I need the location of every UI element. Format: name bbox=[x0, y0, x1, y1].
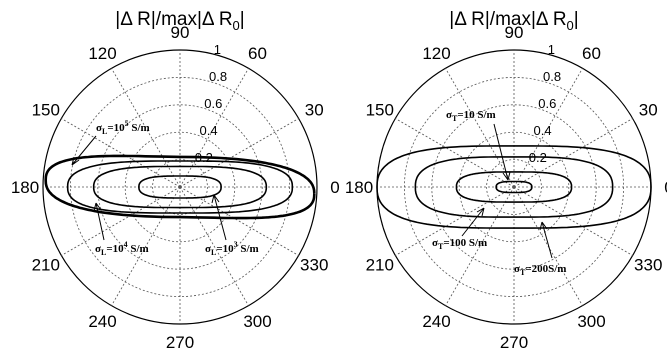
angle-label: 120 bbox=[88, 44, 116, 63]
grid-spoke bbox=[111, 68, 181, 188]
grid-spoke bbox=[513, 68, 583, 188]
grid-spoke bbox=[445, 186, 515, 306]
radial-tick-label: 1 bbox=[214, 42, 221, 57]
angle-label: 0 bbox=[330, 178, 339, 197]
angle-label: 60 bbox=[248, 44, 267, 63]
series-label-sigma-t-200: σT=200S/m bbox=[514, 263, 566, 277]
radial-tick-label: 0.2 bbox=[195, 150, 213, 165]
series-curve bbox=[138, 175, 222, 199]
arrow-sigma-l-1e3 bbox=[211, 194, 227, 241]
angle-label: 60 bbox=[582, 44, 601, 63]
angle-label: 0 bbox=[664, 178, 667, 197]
grid-spoke bbox=[61, 118, 181, 188]
grid-circle bbox=[152, 159, 208, 215]
angle-label: 90 bbox=[171, 23, 190, 42]
angle-label: 120 bbox=[422, 44, 450, 63]
series-curve bbox=[44, 154, 316, 220]
grid-circle bbox=[431, 104, 597, 270]
radial-tick-label: 0.8 bbox=[209, 69, 227, 84]
series-label-sigma-l-1e3: σL=103 S/m bbox=[205, 240, 259, 257]
angle-label: 150 bbox=[32, 101, 60, 120]
grid-spoke bbox=[445, 68, 515, 188]
angle-label: 210 bbox=[366, 256, 394, 275]
series-curve bbox=[495, 180, 533, 194]
polar-plot-left: |Δ R|/max|Δ R0| 0 30 60 90 120 150 180 210 240 27… bbox=[11, 9, 340, 349]
angle-label: 180 bbox=[345, 178, 373, 197]
polar-plot-right: |Δ R|/max|Δ R0| 0 30 60 90 120 150 180 210 240 27… bbox=[345, 9, 667, 349]
grid-spoke bbox=[395, 118, 515, 188]
series-label-sigma-t-10: σT=10 S/m bbox=[446, 109, 496, 123]
grid-circle bbox=[97, 104, 263, 270]
grid-circle bbox=[486, 159, 542, 215]
arrow-sigma-t-100 bbox=[461, 207, 485, 237]
series-curve bbox=[66, 160, 294, 214]
series-label-sigma-l-1e5: σL=105 S/m bbox=[96, 119, 150, 136]
series-curve bbox=[92, 165, 268, 209]
grid-circle bbox=[124, 131, 236, 243]
angle-label: 210 bbox=[32, 256, 60, 275]
angle-label: 300 bbox=[577, 312, 605, 331]
grid-spoke bbox=[513, 118, 633, 188]
series-label-sigma-l-1e4: σL=104 S/m bbox=[95, 240, 149, 257]
grid-spoke bbox=[179, 186, 299, 256]
grid-circle bbox=[458, 131, 570, 243]
radial-tick-label: 0.4 bbox=[534, 123, 552, 138]
arrow-sigma-l-1e4 bbox=[93, 202, 105, 241]
angle-label: 270 bbox=[500, 333, 528, 349]
radial-tick-label: 0.6 bbox=[204, 96, 222, 111]
angle-label: 30 bbox=[639, 101, 658, 120]
angle-label: 270 bbox=[166, 333, 194, 349]
series-curve bbox=[414, 156, 614, 218]
angle-label: 240 bbox=[422, 312, 450, 331]
grid-spoke bbox=[179, 118, 299, 188]
angle-label: 30 bbox=[305, 101, 324, 120]
grid-spoke bbox=[179, 186, 249, 306]
grid-spoke bbox=[111, 186, 181, 306]
angle-label: 90 bbox=[505, 23, 524, 42]
arrow-sigma-t-10 bbox=[493, 123, 511, 181]
grid-spoke bbox=[513, 186, 633, 256]
radial-tick-label: 0.2 bbox=[529, 150, 547, 165]
grid-spoke bbox=[61, 186, 181, 256]
series-curve bbox=[376, 145, 652, 229]
arrow-sigma-t-200 bbox=[539, 221, 553, 259]
radial-tick-label: 0.4 bbox=[200, 123, 218, 138]
grid-spoke bbox=[395, 186, 515, 256]
radial-tick-label: 1 bbox=[548, 42, 555, 57]
angle-label: 330 bbox=[300, 256, 328, 275]
series-curve bbox=[455, 171, 573, 203]
plot-title-right: |Δ R|/max|Δ R0| bbox=[449, 9, 578, 33]
radial-tick-label: 0.8 bbox=[543, 69, 561, 84]
plot-title-left: |Δ R|/max|Δ R0| bbox=[115, 9, 244, 33]
radial-tick-label: 0.6 bbox=[538, 96, 556, 111]
angle-label: 150 bbox=[366, 101, 394, 120]
angle-label: 330 bbox=[634, 256, 662, 275]
angle-label: 300 bbox=[243, 312, 271, 331]
angle-label: 240 bbox=[88, 312, 116, 331]
arrow-sigma-l-1e5 bbox=[71, 135, 97, 166]
series-label-sigma-t-100: σT=100 S/m bbox=[432, 237, 487, 251]
grid-spoke bbox=[179, 68, 249, 188]
angle-label: 180 bbox=[11, 178, 39, 197]
